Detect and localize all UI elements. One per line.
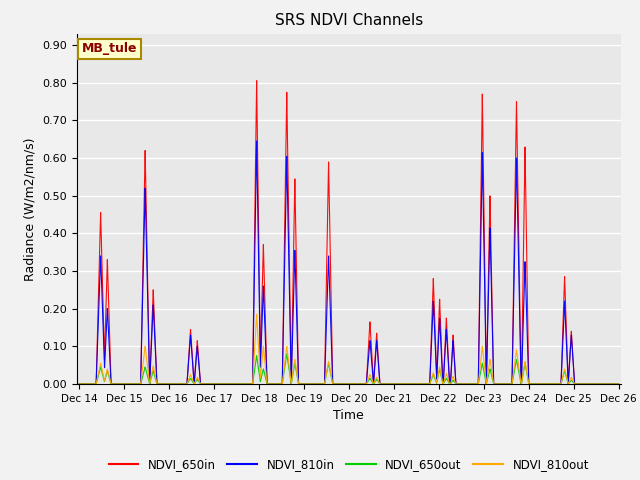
Title: SRS NDVI Channels: SRS NDVI Channels xyxy=(275,13,423,28)
Text: MB_tule: MB_tule xyxy=(82,42,138,55)
Y-axis label: Radiance (W/m2/nm/s): Radiance (W/m2/nm/s) xyxy=(24,137,36,280)
Legend: NDVI_650in, NDVI_810in, NDVI_650out, NDVI_810out: NDVI_650in, NDVI_810in, NDVI_650out, NDV… xyxy=(104,454,594,476)
X-axis label: Time: Time xyxy=(333,409,364,422)
